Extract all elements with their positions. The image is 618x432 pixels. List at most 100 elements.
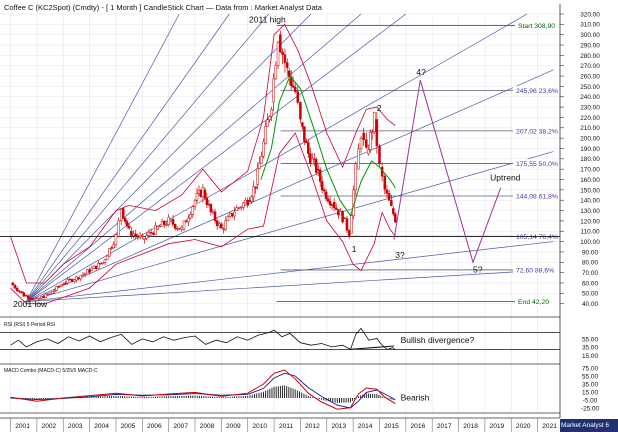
candle-body [262,141,265,157]
candle-body [372,112,376,133]
candle-body [303,126,306,142]
candle-body [203,189,207,199]
candle-body [213,211,217,221]
candle-body [291,85,295,88]
candle-body [283,54,287,63]
candle-body [201,187,205,198]
fib-level-label: 144,08 61,8% [516,194,558,201]
candle-body [134,233,137,236]
year-tick-label: 2003 [68,423,83,430]
candle-body [231,213,234,217]
candle-body [90,268,94,271]
candle-body [88,269,91,273]
candle-body [394,213,397,223]
chart-annotation: 3? [395,250,405,260]
candle-body [37,298,41,300]
candle-body [167,217,170,225]
candle-body [182,220,186,230]
candle-body [99,262,102,265]
candle-body [197,190,201,194]
price-tick-label: 40.00 [582,301,598,308]
price-axis-bg [562,4,618,418]
year-tick-label: 2005 [121,423,136,430]
candle-body [354,163,358,191]
candle-body [320,181,324,191]
fib-level-label: 207,02 38,2% [516,128,558,135]
year-tick-label: 2008 [200,423,215,430]
chart-annotation: Uptrend [490,173,521,183]
year-tick-label: 2019 [490,423,505,430]
fan-line [26,13,312,302]
grid-layer [0,13,560,414]
candle-body [256,168,259,185]
fib-level-label: End 42,20 [518,299,549,306]
candle-body [156,226,159,230]
candle-body [289,76,293,87]
year-tick-label: 2007 [173,423,188,430]
year-tick-label: 2015 [384,423,399,430]
candle-body [314,159,318,173]
candle-body [191,206,195,215]
candle-body [11,282,14,286]
candle-body [64,282,67,285]
candle-body [224,220,228,230]
candle-body [18,290,21,292]
macd-tick-label: 55.00 [582,373,598,380]
candle-body [79,275,83,280]
candle-body [147,232,151,236]
price-tick-label: 290.00 [580,42,600,49]
rsi-title: RSI (RSI) 5 Period RSI [4,322,55,328]
candle-body [281,51,284,55]
year-tick-label: 2020 [516,423,531,430]
year-tick-label: 2011 [279,423,294,430]
rsi-annotation: Bullish divergence? [401,335,475,345]
fib-level-label: 72,60 88,6% [516,268,554,275]
candle-body [119,209,123,221]
candle-body [296,91,300,103]
rsi-divergence-line [349,345,395,350]
candle-body [337,209,340,216]
candle-body [305,141,308,144]
candle-body [141,235,144,237]
candle-body [68,278,72,281]
price-tick-label: 180.00 [580,156,600,163]
candle-body [266,119,269,127]
candle-body [132,233,135,236]
candle-body [218,223,221,227]
candle-body [163,220,166,225]
fib-label-bg [513,191,561,201]
candle-body [222,228,225,231]
candle-body [24,295,28,297]
vendor-strip [560,419,618,432]
macd-signal-line [10,372,396,409]
price-tick-label: 240.00 [580,94,600,101]
candle-body [324,191,328,200]
macd-tick-label: -5.00 [583,397,598,404]
candle-body [57,286,61,288]
candle-body [385,189,389,194]
candle-body [246,200,249,206]
price-tick-label: 160.00 [580,177,600,184]
candle-body [211,211,215,213]
candle-body [258,162,261,169]
year-tick-label: 2001 [15,423,30,430]
price-tick-label: 280.00 [580,53,600,60]
candle-body [339,211,342,216]
candle-body [209,203,213,213]
candle-body [313,158,316,160]
rsi-tick-label: 15.00 [582,353,598,360]
candle-body [207,203,211,206]
candle-body [171,219,175,225]
candle-body [235,207,238,211]
candle-body [83,272,87,275]
candle-body [59,284,63,287]
candle-body [311,158,314,165]
candle-body [335,207,338,210]
candle-body [322,189,326,192]
candle-body [180,226,184,230]
candle-body [330,204,334,206]
candle-body [81,274,85,276]
candle-body [345,218,349,231]
candle-body [66,278,69,284]
price-tick-label: 80.00 [582,260,598,267]
